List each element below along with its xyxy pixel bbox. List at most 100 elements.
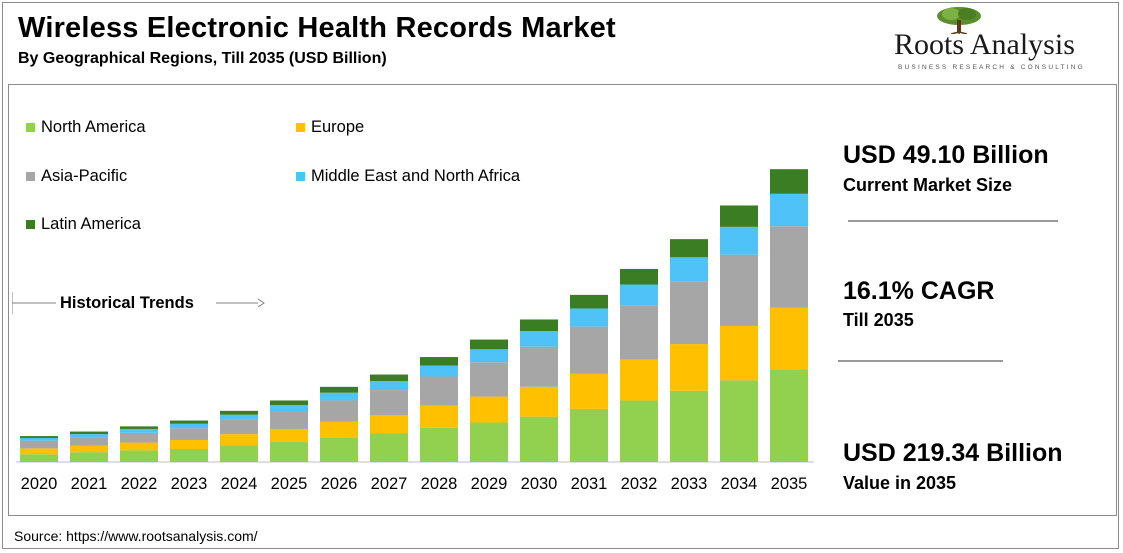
bar-2024-series-0	[220, 445, 258, 462]
bar-2026-series-0	[320, 437, 358, 462]
bar-2028-series-3	[420, 365, 458, 377]
bar-2028-series-0	[420, 427, 458, 462]
bar-2022-series-4	[120, 426, 158, 429]
bar-2032-series-0	[620, 400, 658, 462]
bar-2029-series-3	[470, 349, 508, 363]
historical-trends-label: Historical Trends	[60, 294, 194, 312]
x-tick-label-2028: 2028	[421, 475, 458, 493]
bar-2032-series-3	[620, 284, 658, 306]
legend-item-asia-pacific: Asia-Pacific	[26, 167, 127, 186]
legend-label-europe: Europe	[311, 118, 365, 136]
bar-2022-series-2	[120, 432, 158, 443]
bar-2035-series-3	[770, 193, 808, 227]
bar-2025-series-2	[270, 411, 308, 429]
bar-2030-series-2	[520, 346, 558, 387]
bar-2023-series-2	[170, 428, 208, 440]
future-value: USD 219.34 Billion	[843, 439, 1063, 467]
bar-2025-series-3	[270, 404, 308, 412]
bar-2034-series-3	[720, 226, 758, 255]
bar-2028-series-1	[420, 405, 458, 428]
x-tick-label-2031: 2031	[571, 475, 608, 493]
x-tick-label-2027: 2027	[371, 475, 408, 493]
legend-label-mena: Middle East and North Africa	[311, 167, 521, 185]
legend-swatch-asia-pacific	[26, 172, 35, 181]
legend-item-europe: Europe	[296, 118, 364, 137]
bar-2030-series-4	[520, 319, 558, 332]
chart-subtitle: By Geographical Regions, Till 2035 (USD …	[18, 50, 387, 67]
logo-name: Roots Analysis	[894, 28, 1075, 61]
roots-analysis-logo: Roots Analysis BUSINESS RESEARCH & CONSU…	[890, 6, 1105, 76]
bar-2034-series-2	[720, 254, 758, 326]
bar-2022-series-3	[120, 428, 158, 433]
historical-trends-arrows	[12, 292, 265, 314]
bar-2026-series-4	[320, 386, 358, 393]
x-tick-label-2021: 2021	[71, 475, 108, 493]
bar-2032-series-1	[620, 359, 658, 401]
x-tick-label-2033: 2033	[671, 475, 708, 493]
bar-2020-series-4	[20, 436, 58, 439]
bar-2035-series-4	[770, 169, 808, 194]
bar-2035-series-0	[770, 370, 808, 462]
x-tick-label-2034: 2034	[721, 475, 758, 493]
cagr-value: 16.1% CAGR	[843, 277, 995, 305]
bar-2035-series-2	[770, 226, 808, 308]
bar-2029-series-4	[470, 339, 508, 350]
bar-2020-series-1	[20, 448, 58, 455]
bar-2030-series-1	[520, 386, 558, 417]
legend-swatch-north-america	[26, 123, 35, 132]
bar-2027-series-3	[370, 381, 408, 391]
current-market-size-label: Current Market Size	[843, 175, 1013, 195]
legend-swatch-latin-america	[26, 220, 35, 229]
x-tick-label-2025: 2025	[271, 475, 308, 493]
legend-label-north-america: North America	[41, 118, 146, 136]
bar-2029-series-1	[470, 396, 508, 423]
bar-2025-series-4	[270, 400, 308, 405]
bar-2033-series-4	[670, 239, 708, 258]
x-tick-label-2029: 2029	[471, 475, 508, 493]
bar-2029-series-0	[470, 422, 508, 462]
legend-item-north-america: North America	[26, 118, 146, 137]
bar-2023-series-1	[170, 439, 208, 450]
bar-2031-series-0	[570, 408, 608, 462]
bar-2025-series-0	[270, 441, 308, 462]
bar-2034-series-4	[720, 205, 758, 227]
legend-swatch-europe	[296, 123, 305, 132]
legend-item-mena: Middle East and North Africa	[296, 167, 520, 186]
bar-2035-series-1	[770, 307, 808, 371]
bar-2027-series-0	[370, 433, 408, 462]
historical-trends-annotation: Historical Trends	[12, 292, 265, 314]
logo-tagline: BUSINESS RESEARCH & CONSULTING	[898, 64, 1085, 71]
bar-2024-series-1	[220, 434, 258, 446]
bar-2033-series-3	[670, 257, 708, 282]
chart-panel	[8, 84, 1117, 516]
cagr-label: Till 2035	[843, 310, 914, 330]
stats-divider-1	[848, 220, 1058, 222]
x-tick-label-2022: 2022	[121, 475, 158, 493]
bar-2031-series-3	[570, 308, 608, 327]
bar-2033-series-0	[670, 390, 708, 462]
bar-2022-series-1	[120, 442, 158, 451]
bar-2034-series-0	[720, 380, 758, 462]
bar-2021-series-3	[70, 434, 108, 438]
bar-2027-series-2	[370, 390, 408, 416]
bar-2026-series-1	[320, 421, 358, 438]
legend-label-asia-pacific: Asia-Pacific	[41, 167, 128, 185]
bar-2021-series-4	[70, 431, 108, 435]
x-tick-label-2023: 2023	[171, 475, 208, 493]
bar-2033-series-2	[670, 281, 708, 345]
bar-2020-series-2	[20, 440, 58, 449]
bar-2020-series-0	[20, 454, 58, 462]
bar-2024-series-3	[220, 414, 258, 420]
bar-2020-series-3	[20, 438, 58, 441]
bar-2028-series-4	[420, 357, 458, 366]
bar-2021-series-1	[70, 445, 108, 453]
bar-2027-series-4	[370, 374, 408, 382]
x-tick-label-2024: 2024	[221, 475, 258, 493]
bar-2026-series-3	[320, 392, 358, 401]
bar-2021-series-2	[70, 437, 108, 446]
bar-2031-series-4	[570, 294, 608, 309]
legend-swatch-mena	[296, 172, 305, 181]
stats-divider-2	[838, 360, 1003, 362]
